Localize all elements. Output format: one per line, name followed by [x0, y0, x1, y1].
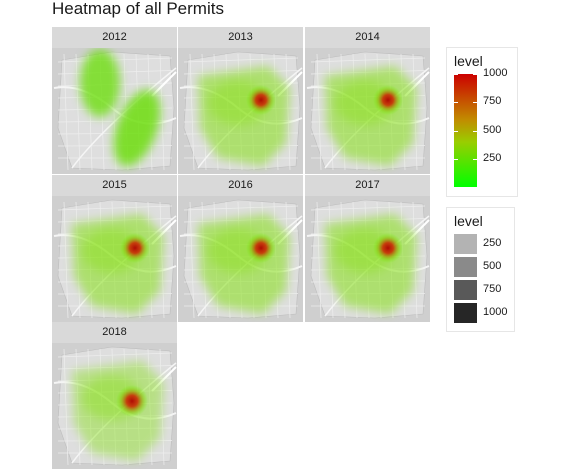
fill-tick-label: 750: [483, 95, 502, 108]
facet-panel-2014: 2014: [305, 27, 430, 174]
alpha-legend: level 250 500 750 1000: [446, 207, 515, 332]
fill-tick-label: 250: [483, 151, 502, 164]
alpha-key-label: 500: [483, 260, 502, 272]
facet-panel-2018: 2018: [52, 322, 177, 469]
chart-title: Heatmap of all Permits: [52, 0, 224, 18]
facet-panel-2015: 2015: [52, 175, 177, 322]
facet-strip-label: 2012: [52, 27, 177, 48]
fill-legend-title: level: [454, 53, 483, 69]
alpha-key-swatch: [454, 234, 477, 254]
fill-tick-mark: [473, 158, 477, 160]
fill-tick-label: 500: [483, 123, 502, 136]
facet-panel-2016: 2016: [178, 175, 303, 322]
map-2015: [52, 196, 177, 322]
alpha-legend-title: level: [454, 213, 483, 229]
alpha-key-swatch: [454, 257, 477, 277]
facet-panel-2013: 2013: [178, 27, 303, 174]
facet-strip-label: 2018: [52, 322, 177, 343]
map-2012: [52, 48, 177, 174]
alpha-key-label: 750: [483, 283, 502, 295]
fill-tick-mark: [454, 74, 458, 75]
alpha-key-swatch: [454, 303, 477, 323]
fill-tick-mark: [473, 74, 477, 75]
map-2017: [305, 196, 430, 322]
fill-tick-mark: [473, 130, 477, 132]
facet-panel-2012: 2012: [52, 27, 177, 174]
map-2013: [178, 48, 303, 174]
facet-strip-label: 2013: [178, 27, 303, 48]
map-2014: [305, 48, 430, 174]
facet-strip-label: 2014: [305, 27, 430, 48]
fill-tick-label: 1000: [483, 67, 508, 79]
alpha-key-swatch: [454, 280, 477, 300]
fill-tick-mark: [454, 102, 458, 104]
alpha-key-label: 250: [483, 237, 502, 249]
fill-colorbar: [454, 74, 477, 187]
fill-tick-mark: [454, 130, 458, 132]
fill-tick-mark: [454, 158, 458, 160]
alpha-key-label: 1000: [483, 306, 508, 318]
facet-strip-label: 2016: [178, 175, 303, 196]
map-2018: [52, 343, 177, 469]
fill-tick-mark: [473, 102, 477, 104]
map-2016: [178, 196, 303, 322]
fill-legend: level 1000 750 500 250: [446, 47, 518, 197]
facet-strip-label: 2015: [52, 175, 177, 196]
facet-panel-2017: 2017: [305, 175, 430, 322]
facet-strip-label: 2017: [305, 175, 430, 196]
